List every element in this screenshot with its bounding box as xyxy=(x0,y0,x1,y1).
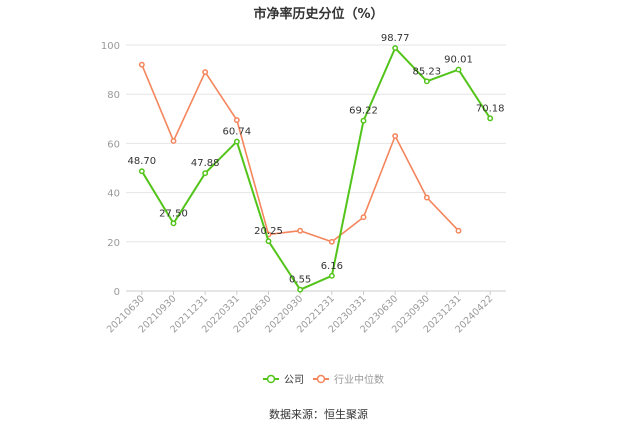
industry-median-point xyxy=(138,61,145,68)
y-tick-label: 40 xyxy=(107,189,120,200)
data-label: 48.70 xyxy=(128,156,157,167)
company-point xyxy=(455,66,462,73)
company-point xyxy=(328,272,335,279)
industry-median-point xyxy=(170,137,177,144)
data-label: 60.74 xyxy=(223,127,252,138)
company-point xyxy=(392,45,399,51)
y-tick-label: 100 xyxy=(101,41,120,52)
industry-median-point xyxy=(360,214,367,221)
industry-median-point xyxy=(233,117,240,123)
data-label: 69.22 xyxy=(349,106,378,117)
company-point xyxy=(487,115,494,122)
data-label: 70.18 xyxy=(476,103,505,114)
data-label: 6.16 xyxy=(321,261,343,272)
company-point xyxy=(202,170,209,177)
data-label: 20.25 xyxy=(254,226,283,237)
company-point xyxy=(297,286,304,293)
legend-marker-company xyxy=(266,374,276,384)
data-label: 0.55 xyxy=(289,275,311,286)
y-tick-label: 0 xyxy=(114,287,120,298)
industry-median-point xyxy=(423,194,430,201)
y-tick-label: 80 xyxy=(107,90,120,101)
company-line xyxy=(140,47,492,291)
company-point xyxy=(138,168,145,175)
company-point xyxy=(170,220,177,227)
company-point xyxy=(233,138,240,145)
y-tick-label: 20 xyxy=(107,238,120,249)
y-tick-label: 60 xyxy=(107,139,120,150)
data-label: 27.50 xyxy=(159,208,188,219)
company-point xyxy=(360,117,367,124)
company-point xyxy=(265,238,272,245)
legend-marker-industry xyxy=(316,374,326,384)
industry-median-point xyxy=(392,133,399,139)
legend-label: 公司 xyxy=(284,375,304,386)
company-point xyxy=(423,78,430,85)
industry-median-point xyxy=(202,69,209,76)
industry-median-point xyxy=(455,227,462,234)
data-label: 90.01 xyxy=(444,55,473,66)
data-source: 数据来源：恒生聚源 xyxy=(269,408,368,421)
industry-median-line xyxy=(141,64,460,243)
data-label: 98.77 xyxy=(381,33,410,44)
chart-title: 市净率历史分位（%） xyxy=(253,7,384,22)
data-label: 47.88 xyxy=(191,158,220,169)
industry-median-point xyxy=(297,227,304,234)
data-label: 85.23 xyxy=(413,66,442,77)
legend-label: 行业中位数 xyxy=(334,373,384,386)
industry-median-point xyxy=(328,238,335,245)
